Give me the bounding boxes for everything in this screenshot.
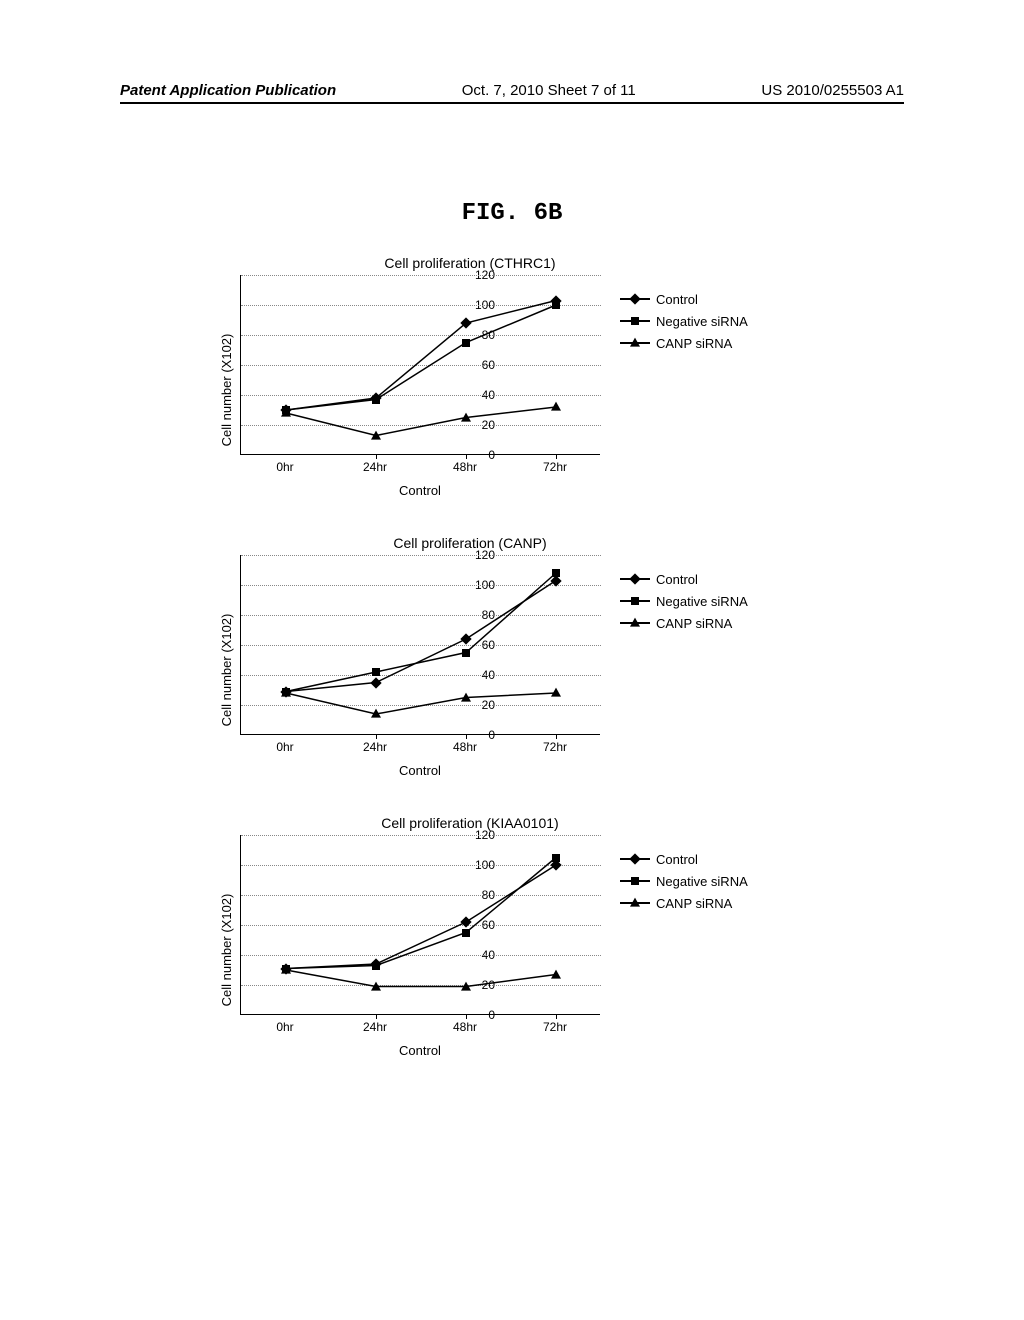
x-axis-label: Control: [240, 1043, 600, 1058]
legend-row: Negative siRNA: [620, 312, 748, 330]
triangle-marker: [461, 412, 471, 421]
plot-region: [240, 835, 600, 1015]
xtick-label: 0hr: [276, 1020, 293, 1034]
square-marker-icon: [631, 597, 639, 605]
chart-block: Cell proliferation (KIAA0101)Cell number…: [180, 815, 860, 1085]
triangle-marker-icon: [630, 618, 640, 627]
xtick-label: 48hr: [453, 460, 477, 474]
triangle-marker: [281, 688, 291, 697]
y-axis-label: Cell number (X102): [219, 614, 234, 727]
plot-region: [240, 275, 600, 455]
xtick-label: 48hr: [453, 1020, 477, 1034]
square-marker: [552, 854, 560, 862]
triangle-marker-icon: [630, 338, 640, 347]
square-marker: [462, 339, 470, 347]
square-marker: [372, 668, 380, 676]
legend-line: [620, 290, 650, 308]
chart-lines: [241, 555, 601, 735]
legend-row: CANP siRNA: [620, 614, 748, 632]
diamond-marker-icon: [629, 573, 640, 584]
triangle-marker-icon: [630, 898, 640, 907]
square-marker-icon: [631, 877, 639, 885]
xtick-label: 48hr: [453, 740, 477, 754]
y-axis-label: Cell number (X102): [219, 894, 234, 1007]
triangle-marker: [371, 709, 381, 718]
legend-row: Negative siRNA: [620, 592, 748, 610]
header-center: Oct. 7, 2010 Sheet 7 of 11: [462, 82, 636, 99]
xtick-label: 24hr: [363, 460, 387, 474]
page-header: Patent Application Publication Oct. 7, 2…: [0, 82, 1024, 99]
square-marker-icon: [631, 317, 639, 325]
diamond-marker-icon: [629, 293, 640, 304]
x-axis-label: Control: [240, 483, 600, 498]
legend-line: [620, 592, 650, 610]
plot-region: [240, 555, 600, 735]
triangle-marker: [551, 402, 561, 411]
chart-area: Cell number (X102)0204060801001200hr24hr…: [180, 555, 860, 785]
triangle-marker: [371, 981, 381, 990]
diamond-marker-icon: [629, 853, 640, 864]
legend-label: CANP siRNA: [656, 336, 732, 351]
legend-line: [620, 334, 650, 352]
legend-label: CANP siRNA: [656, 896, 732, 911]
chart-area: Cell number (X102)0204060801001200hr24hr…: [180, 275, 860, 505]
legend-row: Control: [620, 850, 748, 868]
triangle-marker: [371, 430, 381, 439]
charts-container: Cell proliferation (CTHRC1)Cell number (…: [180, 255, 860, 1095]
xtick-label: 72hr: [543, 740, 567, 754]
legend-row: CANP siRNA: [620, 894, 748, 912]
triangle-marker: [281, 408, 291, 417]
chart-area: Cell number (X102)0204060801001200hr24hr…: [180, 835, 860, 1065]
header-right: US 2010/0255503 A1: [761, 82, 904, 99]
legend-label: Negative siRNA: [656, 314, 748, 329]
chart-lines: [241, 835, 601, 1015]
figure-label: FIG. 6B: [0, 200, 1024, 227]
legend-line: [620, 894, 650, 912]
xtick-label: 72hr: [543, 460, 567, 474]
triangle-marker: [551, 688, 561, 697]
header-divider: [120, 102, 904, 104]
square-marker: [462, 649, 470, 657]
legend: Control Negative siRNA CANP siRNA: [620, 850, 748, 916]
legend-row: Control: [620, 570, 748, 588]
square-marker: [552, 569, 560, 577]
legend-row: Negative siRNA: [620, 872, 748, 890]
legend: Control Negative siRNA CANP siRNA: [620, 570, 748, 636]
legend-line: [620, 570, 650, 588]
legend-row: Control: [620, 290, 748, 308]
triangle-marker: [551, 969, 561, 978]
legend-label: Control: [656, 292, 698, 307]
square-marker: [462, 929, 470, 937]
legend-label: Negative siRNA: [656, 874, 748, 889]
square-marker: [372, 962, 380, 970]
header-left: Patent Application Publication: [120, 82, 336, 99]
legend-label: Negative siRNA: [656, 594, 748, 609]
triangle-marker: [461, 692, 471, 701]
legend-line: [620, 312, 650, 330]
xtick-label: 24hr: [363, 1020, 387, 1034]
legend: Control Negative siRNA CANP siRNA: [620, 290, 748, 356]
chart-block: Cell proliferation (CANP)Cell number (X1…: [180, 535, 860, 805]
chart-lines: [241, 275, 601, 455]
xtick-label: 0hr: [276, 460, 293, 474]
square-marker: [372, 396, 380, 404]
chart-block: Cell proliferation (CTHRC1)Cell number (…: [180, 255, 860, 525]
legend-label: Control: [656, 572, 698, 587]
x-axis-label: Control: [240, 763, 600, 778]
triangle-marker: [461, 981, 471, 990]
xtick-label: 72hr: [543, 1020, 567, 1034]
square-marker: [552, 301, 560, 309]
xtick-label: 24hr: [363, 740, 387, 754]
xtick-label: 0hr: [276, 740, 293, 754]
legend-label: CANP siRNA: [656, 616, 732, 631]
legend-row: CANP siRNA: [620, 334, 748, 352]
legend-line: [620, 850, 650, 868]
triangle-marker: [281, 965, 291, 974]
legend-label: Control: [656, 852, 698, 867]
legend-line: [620, 872, 650, 890]
y-axis-label: Cell number (X102): [219, 334, 234, 447]
legend-line: [620, 614, 650, 632]
